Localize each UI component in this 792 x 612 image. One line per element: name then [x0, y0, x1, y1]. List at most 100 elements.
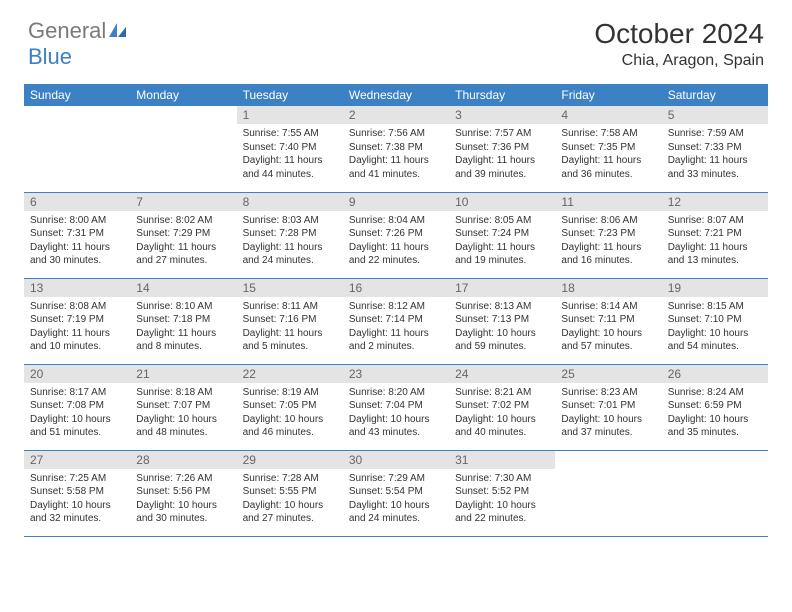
day-number: 29: [237, 451, 343, 469]
day-content: Sunrise: 8:06 AMSunset: 7:23 PMDaylight:…: [555, 211, 661, 272]
weekday-header-row: Sunday Monday Tuesday Wednesday Thursday…: [24, 84, 768, 106]
calendar-day-cell: 22Sunrise: 8:19 AMSunset: 7:05 PMDayligh…: [237, 364, 343, 450]
calendar-day-cell: ..: [24, 106, 130, 192]
day-number: 17: [449, 279, 555, 297]
calendar-day-cell: 12Sunrise: 8:07 AMSunset: 7:21 PMDayligh…: [662, 192, 768, 278]
calendar-day-cell: 8Sunrise: 8:03 AMSunset: 7:28 PMDaylight…: [237, 192, 343, 278]
calendar-day-cell: 23Sunrise: 8:20 AMSunset: 7:04 PMDayligh…: [343, 364, 449, 450]
weekday-header: Saturday: [662, 84, 768, 106]
calendar-day-cell: 24Sunrise: 8:21 AMSunset: 7:02 PMDayligh…: [449, 364, 555, 450]
day-content: Sunrise: 8:20 AMSunset: 7:04 PMDaylight:…: [343, 383, 449, 444]
day-content: Sunrise: 8:08 AMSunset: 7:19 PMDaylight:…: [24, 297, 130, 358]
day-content: Sunrise: 8:24 AMSunset: 6:59 PMDaylight:…: [662, 383, 768, 444]
calendar-day-cell: 19Sunrise: 8:15 AMSunset: 7:10 PMDayligh…: [662, 278, 768, 364]
calendar-day-cell: 16Sunrise: 8:12 AMSunset: 7:14 PMDayligh…: [343, 278, 449, 364]
day-number: 7: [130, 193, 236, 211]
day-content: Sunrise: 7:30 AMSunset: 5:52 PMDaylight:…: [449, 469, 555, 530]
weekday-header: Thursday: [449, 84, 555, 106]
calendar-day-cell: 6Sunrise: 8:00 AMSunset: 7:31 PMDaylight…: [24, 192, 130, 278]
calendar-day-cell: 21Sunrise: 8:18 AMSunset: 7:07 PMDayligh…: [130, 364, 236, 450]
day-number: 9: [343, 193, 449, 211]
day-number: 21: [130, 365, 236, 383]
day-number: 12: [662, 193, 768, 211]
day-number: 27: [24, 451, 130, 469]
day-content: Sunrise: 8:02 AMSunset: 7:29 PMDaylight:…: [130, 211, 236, 272]
day-number: 10: [449, 193, 555, 211]
day-number: 2: [343, 106, 449, 124]
day-content: Sunrise: 7:58 AMSunset: 7:35 PMDaylight:…: [555, 124, 661, 185]
day-content: Sunrise: 8:04 AMSunset: 7:26 PMDaylight:…: [343, 211, 449, 272]
calendar-day-cell: 14Sunrise: 8:10 AMSunset: 7:18 PMDayligh…: [130, 278, 236, 364]
day-number: 4: [555, 106, 661, 124]
day-content: Sunrise: 8:12 AMSunset: 7:14 PMDaylight:…: [343, 297, 449, 358]
calendar-day-cell: 2Sunrise: 7:56 AMSunset: 7:38 PMDaylight…: [343, 106, 449, 192]
calendar-week-row: 6Sunrise: 8:00 AMSunset: 7:31 PMDaylight…: [24, 192, 768, 278]
page-header: GeneralBlue October 2024 Chia, Aragon, S…: [0, 0, 792, 78]
day-number: 15: [237, 279, 343, 297]
day-number: 23: [343, 365, 449, 383]
day-number: 20: [24, 365, 130, 383]
day-number: 5: [662, 106, 768, 124]
logo-text-general: General: [28, 18, 106, 43]
calendar-day-cell: 17Sunrise: 8:13 AMSunset: 7:13 PMDayligh…: [449, 278, 555, 364]
day-number: 31: [449, 451, 555, 469]
day-number: 30: [343, 451, 449, 469]
logo-text-blue: Blue: [28, 44, 72, 69]
weekday-header: Monday: [130, 84, 236, 106]
day-number: 6: [24, 193, 130, 211]
day-content: Sunrise: 8:00 AMSunset: 7:31 PMDaylight:…: [24, 211, 130, 272]
day-number: 11: [555, 193, 661, 211]
calendar-day-cell: 1Sunrise: 7:55 AMSunset: 7:40 PMDaylight…: [237, 106, 343, 192]
calendar-week-row: 13Sunrise: 8:08 AMSunset: 7:19 PMDayligh…: [24, 278, 768, 364]
day-number: 8: [237, 193, 343, 211]
day-content: Sunrise: 8:23 AMSunset: 7:01 PMDaylight:…: [555, 383, 661, 444]
calendar-day-cell: 26Sunrise: 8:24 AMSunset: 6:59 PMDayligh…: [662, 364, 768, 450]
day-content: Sunrise: 8:17 AMSunset: 7:08 PMDaylight:…: [24, 383, 130, 444]
day-content: Sunrise: 8:10 AMSunset: 7:18 PMDaylight:…: [130, 297, 236, 358]
day-content: Sunrise: 8:13 AMSunset: 7:13 PMDaylight:…: [449, 297, 555, 358]
day-number: 22: [237, 365, 343, 383]
calendar-day-cell: 10Sunrise: 8:05 AMSunset: 7:24 PMDayligh…: [449, 192, 555, 278]
weekday-header: Wednesday: [343, 84, 449, 106]
day-content: Sunrise: 7:29 AMSunset: 5:54 PMDaylight:…: [343, 469, 449, 530]
sail-icon: [108, 18, 128, 44]
location-text: Chia, Aragon, Spain: [594, 52, 764, 70]
day-content: Sunrise: 7:28 AMSunset: 5:55 PMDaylight:…: [237, 469, 343, 530]
day-number: 19: [662, 279, 768, 297]
calendar-table: Sunday Monday Tuesday Wednesday Thursday…: [24, 84, 768, 537]
calendar-day-cell: 11Sunrise: 8:06 AMSunset: 7:23 PMDayligh…: [555, 192, 661, 278]
calendar-week-row: 27Sunrise: 7:25 AMSunset: 5:58 PMDayligh…: [24, 450, 768, 536]
day-content: Sunrise: 7:25 AMSunset: 5:58 PMDaylight:…: [24, 469, 130, 530]
calendar-day-cell: 30Sunrise: 7:29 AMSunset: 5:54 PMDayligh…: [343, 450, 449, 536]
calendar-week-row: 20Sunrise: 8:17 AMSunset: 7:08 PMDayligh…: [24, 364, 768, 450]
day-content: Sunrise: 7:59 AMSunset: 7:33 PMDaylight:…: [662, 124, 768, 185]
logo: GeneralBlue: [28, 18, 128, 70]
calendar-day-cell: 28Sunrise: 7:26 AMSunset: 5:56 PMDayligh…: [130, 450, 236, 536]
day-number: 3: [449, 106, 555, 124]
day-content: Sunrise: 8:05 AMSunset: 7:24 PMDaylight:…: [449, 211, 555, 272]
month-title: October 2024: [594, 18, 764, 50]
calendar-day-cell: 3Sunrise: 7:57 AMSunset: 7:36 PMDaylight…: [449, 106, 555, 192]
day-number: 1: [237, 106, 343, 124]
calendar-day-cell: 25Sunrise: 8:23 AMSunset: 7:01 PMDayligh…: [555, 364, 661, 450]
day-number: 14: [130, 279, 236, 297]
day-number: 25: [555, 365, 661, 383]
day-number: 16: [343, 279, 449, 297]
calendar-week-row: ....1Sunrise: 7:55 AMSunset: 7:40 PMDayl…: [24, 106, 768, 192]
weekday-header: Sunday: [24, 84, 130, 106]
day-content: Sunrise: 8:15 AMSunset: 7:10 PMDaylight:…: [662, 297, 768, 358]
calendar-day-cell: 9Sunrise: 8:04 AMSunset: 7:26 PMDaylight…: [343, 192, 449, 278]
day-number: 28: [130, 451, 236, 469]
day-content: Sunrise: 8:07 AMSunset: 7:21 PMDaylight:…: [662, 211, 768, 272]
day-content: Sunrise: 8:19 AMSunset: 7:05 PMDaylight:…: [237, 383, 343, 444]
day-content: Sunrise: 8:03 AMSunset: 7:28 PMDaylight:…: [237, 211, 343, 272]
weekday-header: Friday: [555, 84, 661, 106]
calendar-day-cell: 15Sunrise: 8:11 AMSunset: 7:16 PMDayligh…: [237, 278, 343, 364]
calendar-day-cell: ..: [555, 450, 661, 536]
title-block: October 2024 Chia, Aragon, Spain: [594, 18, 764, 70]
day-number: 26: [662, 365, 768, 383]
day-content: Sunrise: 8:14 AMSunset: 7:11 PMDaylight:…: [555, 297, 661, 358]
calendar-day-cell: 7Sunrise: 8:02 AMSunset: 7:29 PMDaylight…: [130, 192, 236, 278]
calendar-day-cell: 20Sunrise: 8:17 AMSunset: 7:08 PMDayligh…: [24, 364, 130, 450]
calendar-day-cell: ..: [130, 106, 236, 192]
